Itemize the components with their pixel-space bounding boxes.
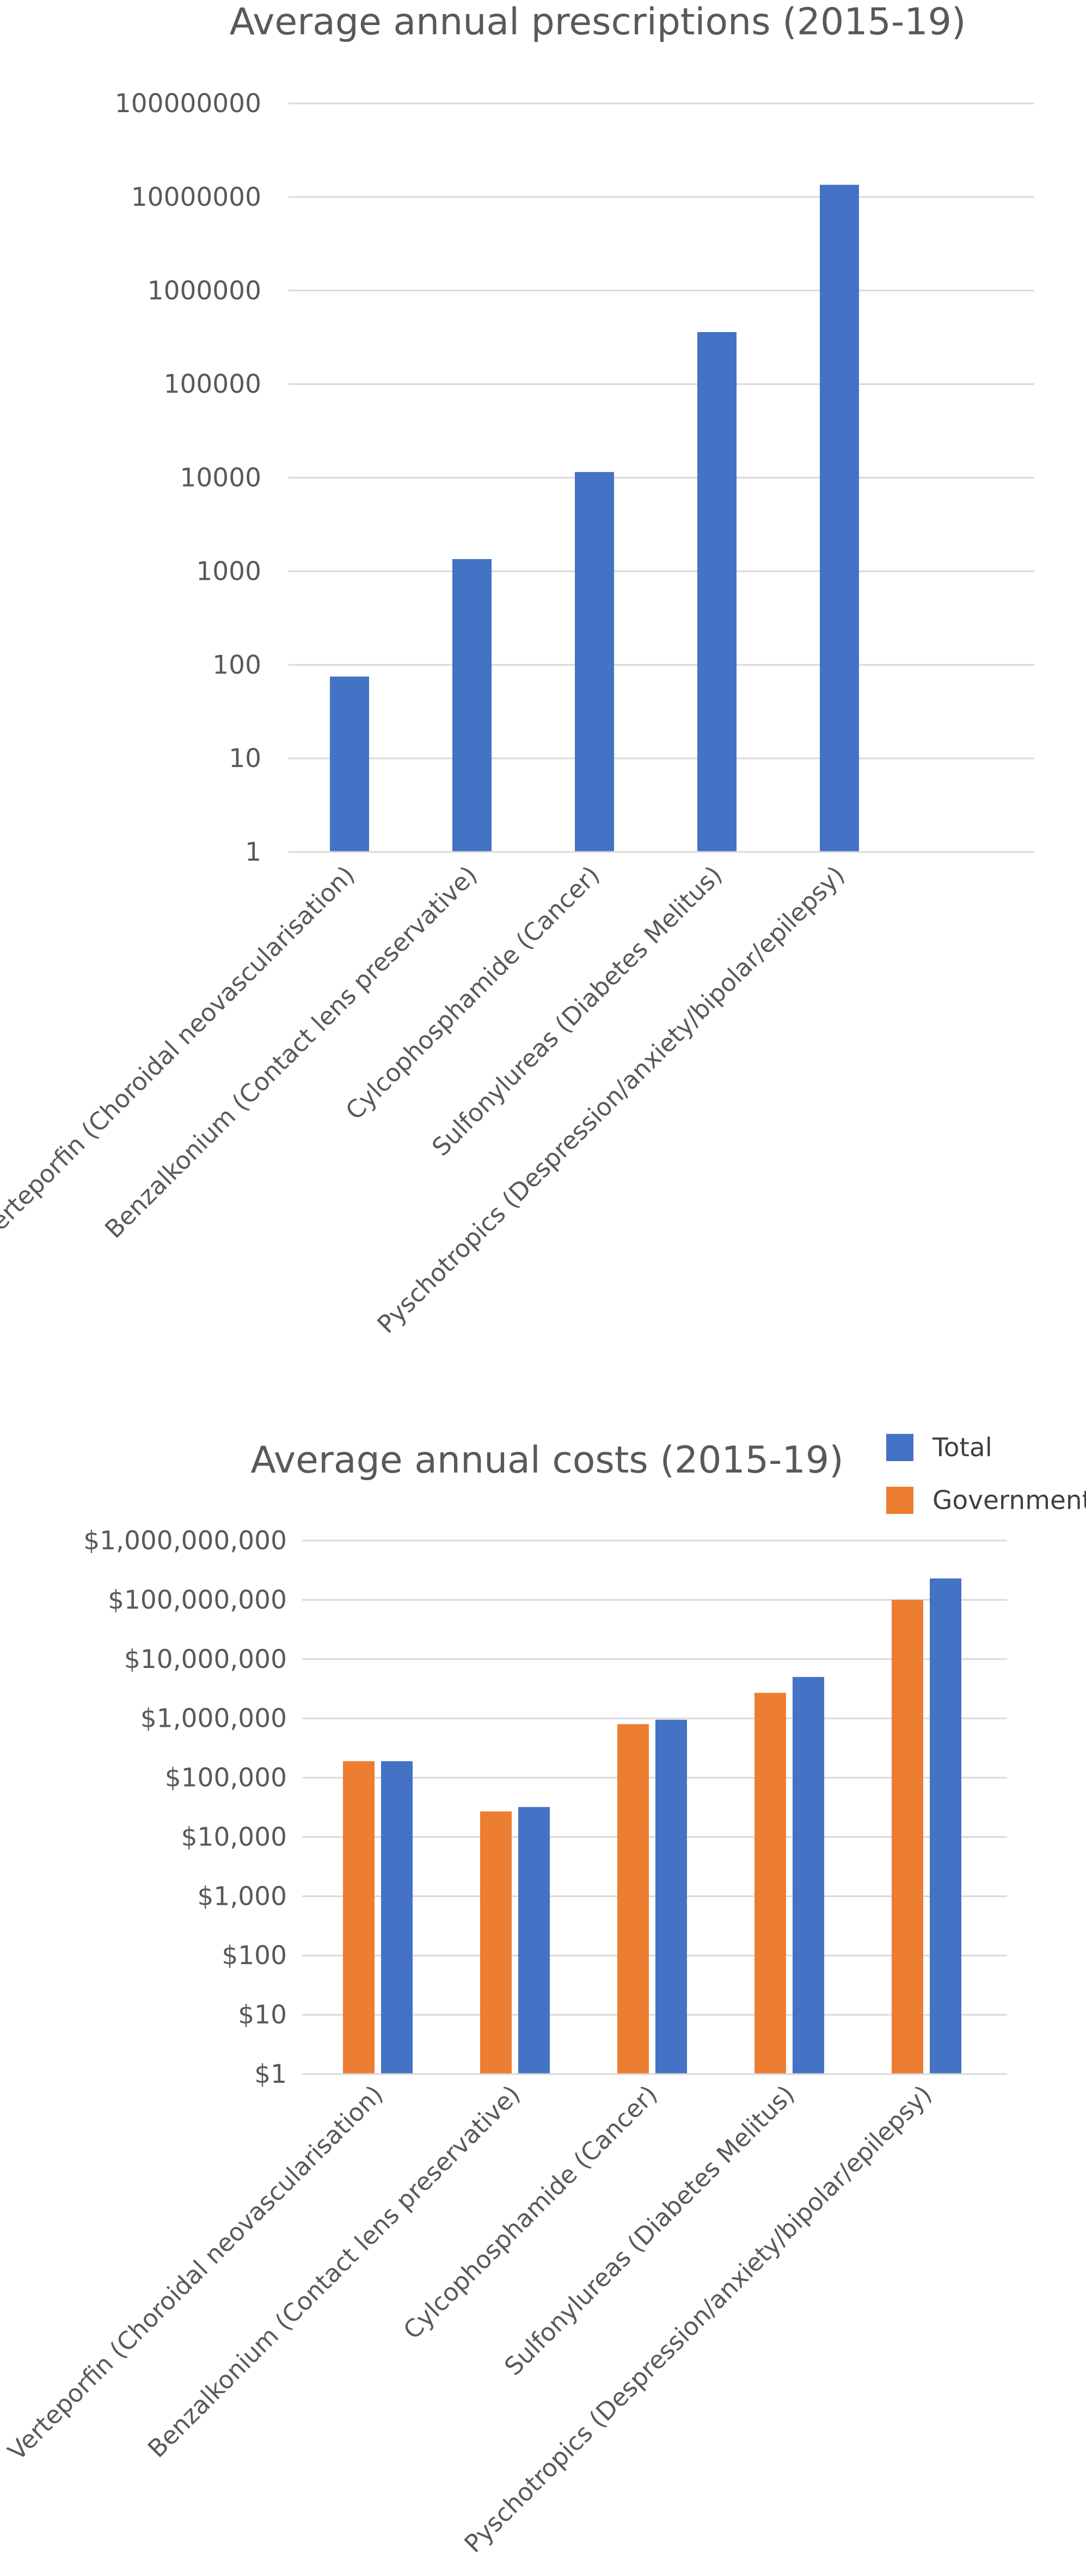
chart2-bar-total [381, 1761, 413, 2074]
chart2-y-tick-label: $10 [238, 2000, 287, 2030]
chart2-legend-swatch-total [886, 1434, 913, 1461]
chart1-bar-prescriptions [330, 676, 369, 852]
chart1-bar-prescriptions [575, 472, 614, 852]
chart1-title: Average annual prescriptions (2015-19) [230, 1, 966, 44]
chart2-y-tick-label: $100,000 [165, 1763, 287, 1793]
chart1-y-tick-label: 10000 [180, 463, 261, 493]
chart2-legend-label-total: Total [932, 1433, 992, 1463]
chart2-bar-total [518, 1807, 550, 2074]
chart2-y-tick-label: $1,000,000,000 [83, 1526, 287, 1556]
chart2-y-tick-label: $1,000 [198, 1881, 287, 1911]
chart1-bar-prescriptions [820, 185, 859, 852]
chart1-y-tick-label: 1000 [196, 556, 261, 586]
chart1-category-label: Cylcophosphamide (Cancer) [340, 860, 605, 1125]
chart2-category-label: Cylcophosphamide (Cancer) [398, 2080, 663, 2345]
chart2-y-tick-label: $1 [254, 2059, 287, 2089]
chart2-y-tick-label: $10,000 [181, 1822, 287, 1852]
chart2-y-tick-label: $1,000,000 [140, 1704, 287, 1734]
chart2-title: Average annual costs (2015-19) [250, 1439, 843, 1482]
chart2-bar-government [617, 1724, 649, 2074]
chart2-bar-total [793, 1677, 824, 2074]
chart2-bar-government [480, 1811, 512, 2074]
chart1-y-tick-label: 1 [245, 837, 261, 867]
chart2-category-label: Pyschotropics (Despression/anxiety/bipol… [459, 2080, 937, 2558]
chart1-bar-prescriptions [452, 559, 492, 852]
chart2-bar-government [754, 1692, 786, 2074]
chart2-legend-label-government: Government [932, 1486, 1086, 1516]
chart2-category-label: Sulfonylureas (Diabetes Melitus) [499, 2080, 800, 2381]
chart1-y-tick-label: 100000000 [115, 89, 261, 119]
chart2-bar-government [343, 1761, 375, 2074]
chart1-y-tick-label: 100 [212, 650, 261, 680]
chart1-y-tick-label: 10 [229, 744, 261, 774]
chart2-bar-government [892, 1599, 923, 2074]
chart2-legend-swatch-government [886, 1487, 913, 1514]
chart1-y-tick-label: 1000000 [148, 276, 261, 306]
chart1-bar-prescriptions [697, 332, 737, 852]
chart1-y-tick-label: 10000000 [131, 182, 261, 212]
chart2-y-tick-label: $100 [222, 1941, 287, 1971]
chart2-y-tick-label: $100,000,000 [108, 1585, 287, 1615]
chart2-bar-total [655, 1720, 687, 2074]
chart2-y-tick-label: $10,000,000 [124, 1645, 287, 1675]
chart2-bar-total [930, 1578, 961, 2074]
chart1-category-label: Pyschotropics (Despression/anxiety/bipol… [372, 860, 850, 1339]
chart1-y-tick-label: 100000 [164, 370, 261, 400]
